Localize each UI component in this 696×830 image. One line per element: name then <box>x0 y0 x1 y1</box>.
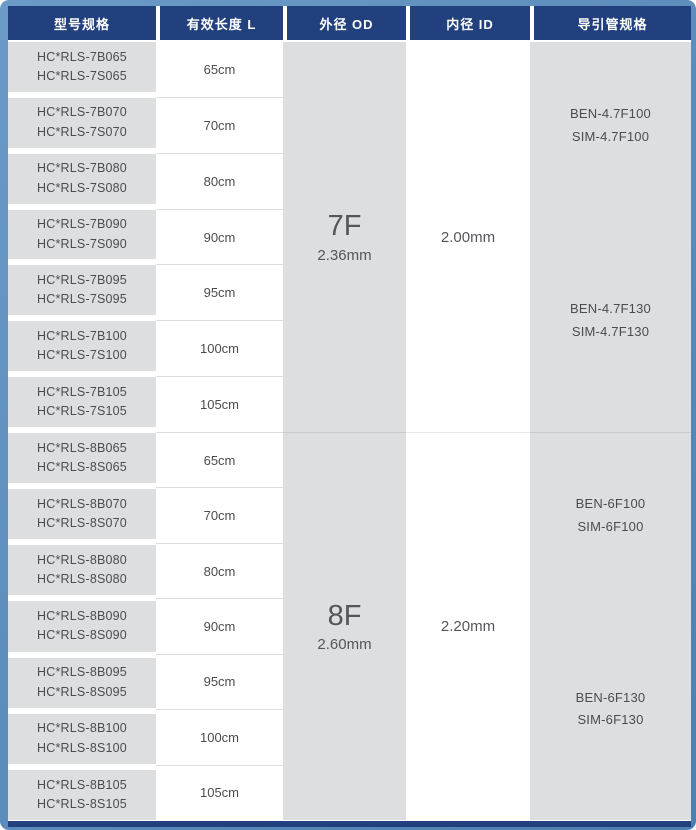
model-code-s: HC*RLS-7S080 <box>37 180 127 195</box>
table-header-row: 型号规格 有效长度 L 外径 OD 内径 ID 导引管规格 <box>8 6 691 42</box>
table-row-model: HC*RLS-8B100 HC*RLS-8S100 <box>8 713 156 764</box>
model-code-b: HC*RLS-8B065 <box>37 440 127 455</box>
od-mm-value: 2.36mm <box>317 246 372 264</box>
length-column-7f: 65cm 70cm 80cm 90cm 95cm 100cm 105cm <box>156 42 283 434</box>
table-row-model: HC*RLS-7B100 HC*RLS-7S100 <box>8 321 156 372</box>
guide-sim: SIM-6F100 <box>577 518 644 534</box>
length-value: 95cm <box>156 654 283 711</box>
model-code-b: HC*RLS-7B100 <box>37 328 127 343</box>
model-code-s: HC*RLS-8S065 <box>37 460 127 475</box>
table-row-model: HC*RLS-8B065 HC*RLS-8S065 <box>8 433 156 484</box>
guide-tube-cell-8f: BEN-6F100 SIM-6F100 BEN-6F130 SIM-6F130 <box>530 433 691 820</box>
section-7f: HC*RLS-7B065 HC*RLS-7S065 HC*RLS-7B070 H… <box>8 42 691 434</box>
length-value: 80cm <box>156 543 283 600</box>
guide-spec-block: BEN-6F130 SIM-6F130 <box>530 599 691 820</box>
length-value: 80cm <box>156 153 283 210</box>
table-row-model: HC*RLS-8B070 HC*RLS-8S070 <box>8 489 156 540</box>
inner-diameter-cell-7f: 2.00mm <box>406 42 530 433</box>
length-value: 100cm <box>156 321 283 378</box>
length-value: 95cm <box>156 265 283 322</box>
model-code-b: HC*RLS-8B095 <box>37 665 127 680</box>
table-row-model: HC*RLS-8B105 HC*RLS-8S105 <box>8 769 156 820</box>
od-mm-value: 2.60mm <box>317 636 372 654</box>
inner-diameter-cell-8f: 2.20mm <box>406 433 530 820</box>
guide-ben: BEN-6F130 <box>575 689 646 705</box>
id-mm-value: 2.00mm <box>440 228 496 246</box>
length-value: 70cm <box>156 97 283 154</box>
model-code-s: HC*RLS-7S095 <box>37 292 127 307</box>
table-row-model: HC*RLS-8B080 HC*RLS-8S080 <box>8 545 156 596</box>
guide-ben: BEN-6F100 <box>575 496 646 512</box>
od-french-size: 7F <box>327 210 362 243</box>
model-code-s: HC*RLS-7S065 <box>37 68 127 83</box>
guide-spec-block: BEN-4.7F130 SIM-4.7F130 <box>530 209 691 432</box>
model-code-s: HC*RLS-8S080 <box>37 572 127 587</box>
model-code-s: HC*RLS-8S100 <box>37 740 127 755</box>
outer-diameter-cell-7f: 7F 2.36mm <box>283 42 406 433</box>
od-french-size: 8F <box>327 599 362 632</box>
table-row-model: HC*RLS-7B070 HC*RLS-7S070 <box>8 97 156 148</box>
model-code-b: HC*RLS-8B105 <box>37 777 127 792</box>
guide-spec-block: BEN-6F100 SIM-6F100 <box>530 433 691 599</box>
guide-sim: SIM-4.7F130 <box>571 323 650 339</box>
length-value: 90cm <box>156 209 283 266</box>
table-row-model: HC*RLS-7B090 HC*RLS-7S090 <box>8 209 156 260</box>
guide-sim: SIM-4.7F100 <box>571 128 650 144</box>
model-code-b: HC*RLS-8B100 <box>37 721 127 736</box>
guide-tube-cell-7f: BEN-4.7F100 SIM-4.7F100 BEN-4.7F130 SIM-… <box>530 42 691 433</box>
length-value: 105cm <box>156 377 283 434</box>
model-code-b: HC*RLS-7B070 <box>37 105 127 120</box>
guide-ben: BEN-4.7F130 <box>570 300 651 316</box>
length-value: 105cm <box>156 765 283 820</box>
guide-sim: SIM-6F130 <box>577 712 644 728</box>
header-effective-length: 有效长度 L <box>156 6 283 40</box>
table-footer-bar <box>8 821 691 827</box>
length-value: 90cm <box>156 599 283 655</box>
section-8f: HC*RLS-8B065 HC*RLS-8S065 HC*RLS-8B070 H… <box>8 433 691 820</box>
header-inner-diameter: 内径 ID <box>406 6 530 40</box>
header-guide-tube-spec: 导引管规格 <box>530 6 691 40</box>
guide-spec-block: BEN-4.7F100 SIM-4.7F100 <box>530 42 691 209</box>
header-outer-diameter: 外径 OD <box>283 6 406 40</box>
model-code-s: HC*RLS-8S090 <box>37 628 127 643</box>
model-code-s: HC*RLS-7S090 <box>37 236 127 251</box>
length-value: 65cm <box>156 433 283 489</box>
model-code-b: HC*RLS-7B080 <box>37 161 127 176</box>
model-code-b: HC*RLS-8B070 <box>37 496 127 511</box>
model-column-8f: HC*RLS-8B065 HC*RLS-8S065 HC*RLS-8B070 H… <box>8 433 156 820</box>
model-code-s: HC*RLS-7S070 <box>37 124 127 139</box>
model-code-s: HC*RLS-8S095 <box>37 684 127 699</box>
length-column-8f: 65cm 70cm 80cm 90cm 95cm 100cm 105cm <box>156 433 283 820</box>
model-code-s: HC*RLS-7S100 <box>37 348 127 363</box>
length-value: 100cm <box>156 710 283 766</box>
table-row-model: HC*RLS-8B090 HC*RLS-8S090 <box>8 601 156 652</box>
outer-diameter-cell-8f: 8F 2.60mm <box>283 433 406 820</box>
model-code-b: HC*RLS-8B080 <box>37 552 127 567</box>
model-code-b: HC*RLS-7B095 <box>37 272 127 287</box>
table-row-model: HC*RLS-7B105 HC*RLS-7S105 <box>8 377 156 428</box>
table-row-model: HC*RLS-7B080 HC*RLS-7S080 <box>8 153 156 204</box>
model-code-s: HC*RLS-8S070 <box>37 516 127 531</box>
spec-table: 型号规格 有效长度 L 外径 OD 内径 ID 导引管规格 HC*RLS-7B0… <box>8 6 691 827</box>
guide-ben: BEN-4.7F100 <box>570 105 651 121</box>
table-row-model: HC*RLS-7B095 HC*RLS-7S095 <box>8 265 156 316</box>
model-code-b: HC*RLS-7B105 <box>37 384 127 399</box>
model-code-b: HC*RLS-7B090 <box>37 217 127 232</box>
table-row-model: HC*RLS-7B065 HC*RLS-7S065 <box>8 42 156 92</box>
id-mm-value: 2.20mm <box>440 618 496 635</box>
table-row-model: HC*RLS-8B095 HC*RLS-8S095 <box>8 657 156 708</box>
model-code-b: HC*RLS-7B065 <box>37 49 127 64</box>
model-code-b: HC*RLS-8B090 <box>37 609 127 624</box>
length-value: 65cm <box>156 42 283 98</box>
model-code-s: HC*RLS-7S105 <box>37 404 127 419</box>
header-model-spec: 型号规格 <box>8 6 156 40</box>
length-value: 70cm <box>156 488 283 544</box>
model-column-7f: HC*RLS-7B065 HC*RLS-7S065 HC*RLS-7B070 H… <box>8 42 156 433</box>
model-code-s: HC*RLS-8S105 <box>37 796 127 811</box>
